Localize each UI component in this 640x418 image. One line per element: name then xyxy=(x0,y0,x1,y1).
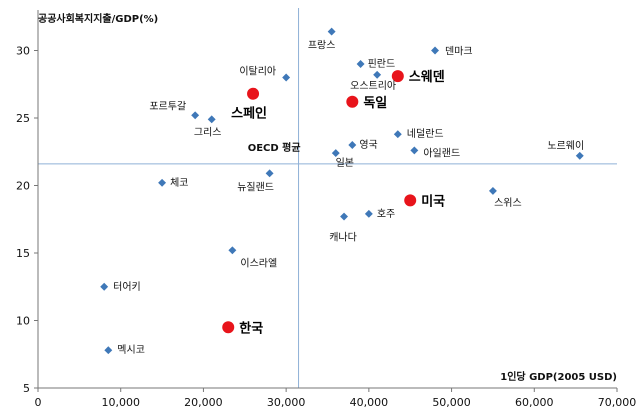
point-label: 오스트리아 xyxy=(350,80,396,92)
point-label: 영국 xyxy=(359,139,377,151)
y-axis-ticks: 5 10 15 20 25 30 xyxy=(16,45,38,395)
y-tick-label: 10 xyxy=(16,315,30,328)
y-tick-label: 25 xyxy=(16,112,30,125)
data-point xyxy=(265,169,274,178)
point-label: 아일랜드 xyxy=(423,147,460,159)
x-axis-ticks: 0 10,000 20,000 30,000 40,000 50,000 60,000 70,… xyxy=(35,388,637,409)
point-label: 멕시코 xyxy=(117,344,145,356)
x-tick-label: 40,000 xyxy=(350,396,389,409)
x-tick-label: 0 xyxy=(35,396,42,409)
point-label: 뉴질랜드 xyxy=(237,181,274,193)
point-label: 스위스 xyxy=(494,196,522,209)
point-label: 그리스 xyxy=(194,126,222,138)
y-axis-title: 공공사회복지지출/GDP(%) xyxy=(38,12,158,25)
highlight-point xyxy=(404,194,417,207)
point-label: 일본 xyxy=(336,157,354,169)
y-tick-label: 5 xyxy=(23,382,30,395)
data-point xyxy=(364,209,373,218)
x-tick-label: 10,000 xyxy=(101,396,140,409)
point-label: 호주 xyxy=(377,208,395,220)
highlight-point xyxy=(222,321,235,334)
point-label: 한국 xyxy=(239,320,263,336)
oecd-average-label: OECD 평균 xyxy=(248,141,301,154)
x-tick-label: 20,000 xyxy=(184,396,223,409)
point-label: 네덜란드 xyxy=(407,128,444,140)
x-tick-label: 60,000 xyxy=(515,396,554,409)
reference-lines xyxy=(38,8,617,388)
point-label: 스페인 xyxy=(231,106,267,122)
point-label: 미국 xyxy=(421,193,445,209)
point-label: 독일 xyxy=(363,96,387,111)
point-label: 이스라엘 xyxy=(240,256,277,269)
x-tick-label: 70,000 xyxy=(598,396,637,409)
x-tick-label: 30,000 xyxy=(267,396,306,409)
y-tick-label: 15 xyxy=(16,247,30,260)
data-point xyxy=(488,186,497,195)
highlight-point xyxy=(346,95,359,108)
data-point xyxy=(207,115,216,124)
data-point xyxy=(340,212,349,221)
point-label: 체코 xyxy=(170,177,188,189)
highlight-point xyxy=(391,70,404,83)
y-tick-label: 30 xyxy=(16,45,30,58)
data-point xyxy=(331,149,340,158)
point-label: 노르웨이 xyxy=(547,140,584,152)
point-label: 핀란드 xyxy=(368,58,396,70)
data-point xyxy=(393,130,402,139)
point-label: 프랑스 xyxy=(308,40,336,52)
data-point xyxy=(575,151,584,160)
highlight-point xyxy=(247,87,260,100)
x-axis-title: 1인당 GDP(2005 USD) xyxy=(500,370,617,383)
y-tick-label: 20 xyxy=(16,180,30,193)
point-label: 이탈리아 xyxy=(239,65,276,78)
point-label: 포르투갈 xyxy=(149,99,186,112)
point-label: 덴마크 xyxy=(445,46,473,58)
point-label: 스웨덴 xyxy=(409,69,445,85)
data-point xyxy=(228,246,237,255)
x-tick-label: 50,000 xyxy=(432,396,471,409)
data-point xyxy=(158,178,167,187)
point-label: 터어키 xyxy=(113,281,141,293)
data-point xyxy=(348,141,357,149)
point-label: 캐나다 xyxy=(329,232,357,244)
